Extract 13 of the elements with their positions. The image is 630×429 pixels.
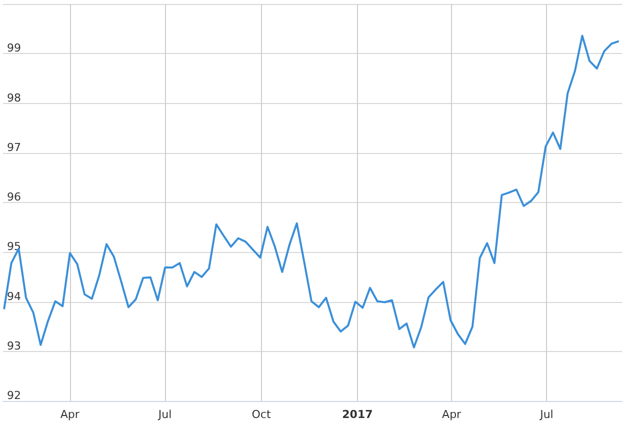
y-tick-label: 98 <box>7 91 21 104</box>
x-tick-label: Oct <box>252 408 272 421</box>
y-tick-label: 99 <box>7 42 21 55</box>
x-tick-label: 2017 <box>342 408 373 421</box>
y-tick-label: 97 <box>7 140 21 154</box>
x-tick-label: Jul <box>539 408 554 421</box>
x-tick-label: Jul <box>157 408 172 421</box>
y-tick-label: 92 <box>7 389 21 402</box>
x-tick-label: Apr <box>442 408 462 421</box>
x-tick-label: Apr <box>60 408 80 421</box>
y-tick-label: 94 <box>7 290 21 303</box>
y-tick-label: 93 <box>7 339 21 352</box>
y-tick-label: 96 <box>7 190 21 204</box>
